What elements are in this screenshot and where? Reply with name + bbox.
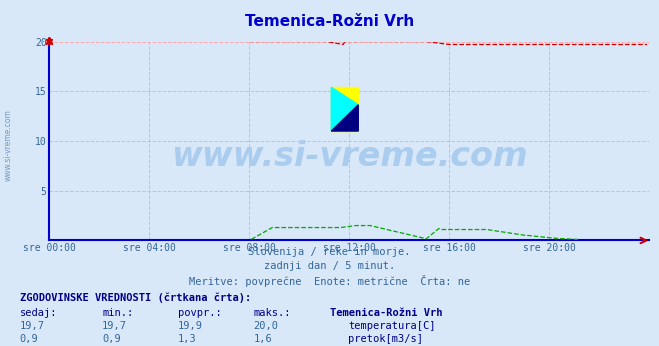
Text: www.si-vreme.com: www.si-vreme.com (3, 109, 13, 181)
Text: 1,6: 1,6 (254, 334, 272, 344)
Text: ZGODOVINSKE VREDNOSTI (črtkana črta):: ZGODOVINSKE VREDNOSTI (črtkana črta): (20, 292, 251, 303)
Text: min.:: min.: (102, 308, 133, 318)
Text: Temenica-Rožni Vrh: Temenica-Rožni Vrh (330, 308, 442, 318)
Text: pretok[m3/s]: pretok[m3/s] (348, 334, 423, 344)
Text: 20,0: 20,0 (254, 321, 279, 331)
Text: 0,9: 0,9 (102, 334, 121, 344)
Text: Slovenija / reke in morje.: Slovenija / reke in morje. (248, 247, 411, 257)
Text: 19,7: 19,7 (20, 321, 45, 331)
Text: 19,7: 19,7 (102, 321, 127, 331)
Text: 0,9: 0,9 (20, 334, 38, 344)
Text: povpr.:: povpr.: (178, 308, 221, 318)
Text: Meritve: povprečne  Enote: metrične  Črta: ne: Meritve: povprečne Enote: metrične Črta:… (189, 275, 470, 287)
Text: Temenica-Rožni Vrh: Temenica-Rožni Vrh (245, 14, 414, 29)
Text: 1,3: 1,3 (178, 334, 196, 344)
Bar (331, 87, 358, 131)
Text: zadnji dan / 5 minut.: zadnji dan / 5 minut. (264, 261, 395, 271)
Text: sedaj:: sedaj: (20, 308, 57, 318)
Polygon shape (331, 87, 358, 131)
Text: 19,9: 19,9 (178, 321, 203, 331)
Polygon shape (331, 105, 358, 131)
Text: temperatura[C]: temperatura[C] (348, 321, 436, 331)
Text: www.si-vreme.com: www.si-vreme.com (171, 140, 528, 173)
Text: maks.:: maks.: (254, 308, 291, 318)
